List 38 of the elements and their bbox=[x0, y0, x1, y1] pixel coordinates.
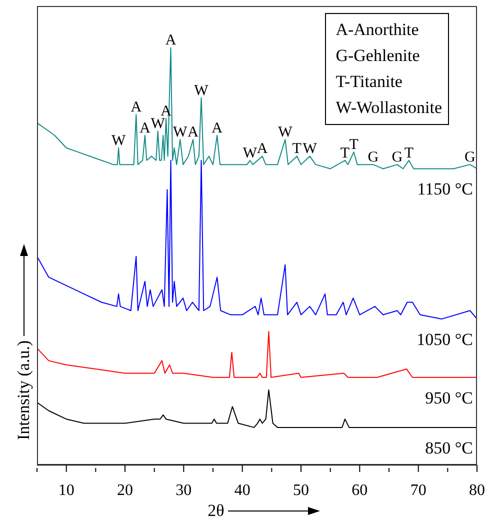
series-label: 1050 °C bbox=[416, 330, 473, 349]
x-tick-label: 50 bbox=[293, 482, 309, 499]
annotation: W bbox=[278, 124, 294, 141]
x-tick-label: 20 bbox=[117, 482, 133, 499]
x-tick-label: 10 bbox=[58, 482, 74, 499]
annotation: G bbox=[392, 150, 403, 166]
annotation: A bbox=[130, 99, 142, 116]
x-tick-label: 60 bbox=[352, 482, 368, 499]
series-label: 950 °C bbox=[425, 388, 473, 408]
series-label: 850 °C bbox=[425, 438, 473, 458]
annotation: A bbox=[165, 32, 176, 49]
annotation: T bbox=[349, 137, 358, 154]
annotation: W bbox=[194, 82, 210, 99]
annotation: T bbox=[292, 141, 302, 158]
x-axis-title: 2θ bbox=[208, 501, 224, 521]
annotation: A bbox=[140, 120, 151, 136]
x-tick-label: 30 bbox=[176, 482, 192, 499]
phase-key-box: A-Anorthite G-Gehlenite T-Titanite W-Wollastonite bbox=[324, 13, 449, 125]
annotation: A bbox=[188, 124, 199, 141]
annotation: W bbox=[150, 116, 166, 132]
annotation: T bbox=[404, 145, 414, 162]
annotation: A bbox=[256, 141, 268, 158]
series-label: 1150 °C bbox=[417, 180, 473, 199]
annotation: T bbox=[340, 145, 350, 162]
x-tick-label: 80 bbox=[469, 482, 485, 499]
annotation: G bbox=[464, 150, 476, 166]
annotation: W-Wollastonite bbox=[336, 97, 442, 119]
annotation: W bbox=[111, 132, 126, 149]
annotation: A bbox=[212, 120, 223, 136]
annotation: T-Titanite bbox=[336, 71, 404, 93]
annotation: W bbox=[173, 124, 188, 141]
x-tick-label: 40 bbox=[234, 482, 250, 499]
annotation: W bbox=[242, 145, 258, 162]
y-axis-title: Intensity (a.u.) bbox=[14, 340, 34, 440]
annotation: W bbox=[302, 141, 318, 158]
x-tick-label: 70 bbox=[410, 482, 426, 499]
annotation: G bbox=[368, 150, 379, 166]
annotation: G-Gehlenite bbox=[336, 45, 421, 67]
